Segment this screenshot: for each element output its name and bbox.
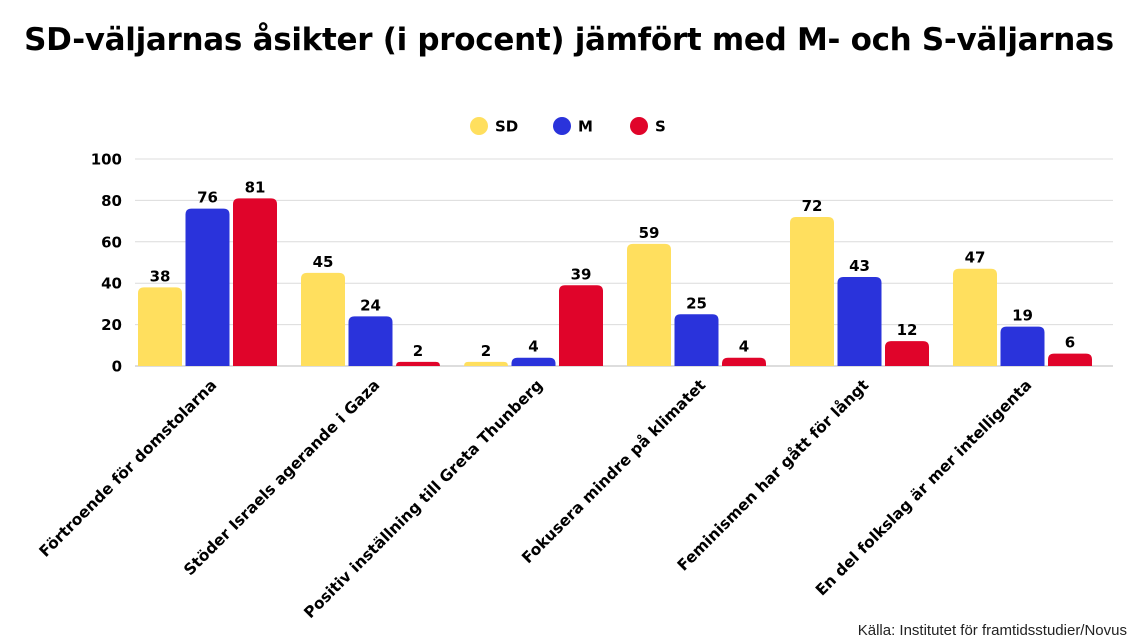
bar-m xyxy=(185,208,230,366)
x-category-label: Förtroende för domstolarna xyxy=(36,376,221,561)
legend-swatch-sd xyxy=(470,117,488,135)
y-tick-label: 60 xyxy=(101,233,122,251)
legend-label-s: S xyxy=(655,118,666,136)
data-label: 76 xyxy=(197,189,218,207)
y-tick-label: 80 xyxy=(101,192,122,210)
data-label: 38 xyxy=(150,267,171,285)
bar-s xyxy=(885,341,929,366)
bar-sd xyxy=(627,243,671,366)
x-category-label: Stöder Israels agerande i Gaza xyxy=(180,376,383,579)
y-tick-label: 20 xyxy=(101,316,122,334)
x-category-label: Feminismen har gått för långt xyxy=(673,375,873,575)
chart-title: SD-väljarnas åsikter (i procent) jämfört… xyxy=(24,22,1114,58)
x-category-label: Fokusera mindre på klimatet xyxy=(518,375,710,567)
bars xyxy=(138,198,1092,366)
bar-s xyxy=(722,357,766,366)
data-label: 81 xyxy=(245,178,266,196)
data-label: 6 xyxy=(1065,334,1075,352)
y-tick-label: 100 xyxy=(91,151,122,169)
data-label: 39 xyxy=(571,265,592,283)
bar-sd xyxy=(138,287,182,366)
data-label: 2 xyxy=(413,342,423,360)
y-tick-label: 0 xyxy=(112,358,122,376)
legend-label-m: M xyxy=(578,118,593,136)
bar-m xyxy=(511,357,556,366)
bar-s xyxy=(1048,353,1092,366)
bar-s xyxy=(396,361,440,366)
y-tick-label: 40 xyxy=(101,275,122,293)
bar-m xyxy=(674,314,719,366)
y-axis-ticks: 0 20 40 60 80 100 xyxy=(91,151,122,376)
bar-m xyxy=(837,276,882,366)
data-label: 12 xyxy=(897,321,918,339)
data-label: 45 xyxy=(313,253,334,271)
data-label: 24 xyxy=(360,296,381,314)
data-label: 4 xyxy=(739,338,749,356)
bar-sd xyxy=(953,268,997,366)
bar-sd xyxy=(790,216,834,366)
bar-s xyxy=(233,198,277,366)
bar-m xyxy=(1000,326,1045,366)
legend-swatch-m xyxy=(553,117,571,135)
data-label: 2 xyxy=(481,342,491,360)
data-label: 72 xyxy=(802,197,823,215)
data-label: 4 xyxy=(528,338,538,356)
data-label: 19 xyxy=(1012,307,1033,325)
legend: SD M S xyxy=(470,117,666,136)
gridlines xyxy=(135,158,1113,367)
bar-m xyxy=(348,316,393,366)
bar-sd xyxy=(301,272,345,366)
bar-s xyxy=(559,285,603,366)
legend-swatch-s xyxy=(630,117,648,135)
data-label: 47 xyxy=(965,249,986,267)
data-label: 43 xyxy=(849,257,870,275)
legend-label-sd: SD xyxy=(495,118,518,136)
data-label: 59 xyxy=(639,224,660,242)
source-note: Källa: Institutet för framtidsstudier/No… xyxy=(857,622,1127,639)
data-label: 25 xyxy=(686,294,707,312)
bar-sd xyxy=(464,361,508,366)
